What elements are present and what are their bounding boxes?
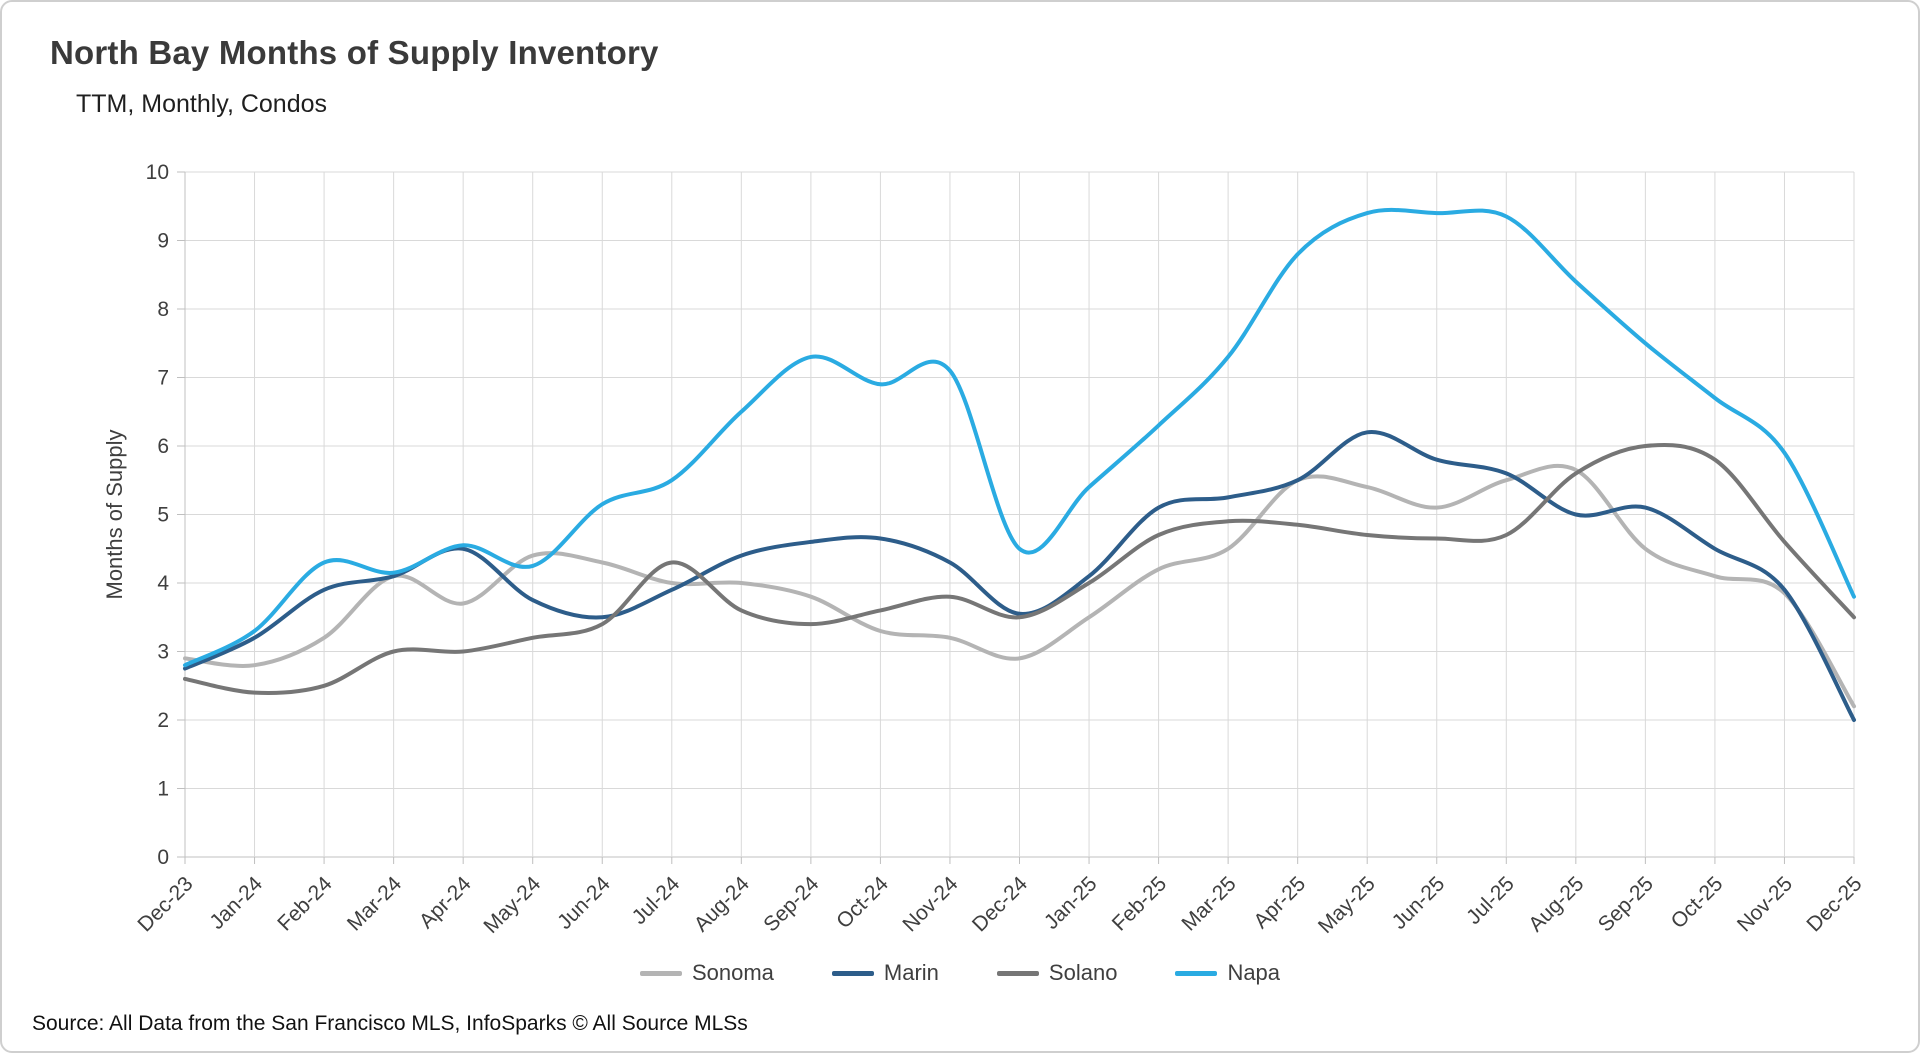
source-note: Source: All Data from the San Francisco …: [32, 1012, 748, 1035]
legend-item-solano: Solano: [996, 960, 1118, 986]
y-tick-label: 8: [157, 298, 169, 321]
legend-label: Solano: [1048, 960, 1118, 985]
x-tick-label: Dec-24: [968, 872, 1032, 936]
y-tick-label: 0: [157, 846, 169, 869]
series-line-sonoma: [183, 463, 1856, 709]
x-tick-label: Mar-24: [343, 872, 407, 936]
x-tick-label: Dec-25: [1802, 872, 1866, 936]
y-tick-label: 6: [157, 435, 169, 458]
x-tick-label: Jun-24: [553, 872, 615, 934]
y-tick-label: 2: [157, 709, 169, 732]
y-tick-label: 4: [157, 572, 169, 595]
x-tick-label: Mar-25: [1177, 872, 1240, 935]
x-tick-label: Jul-24: [628, 872, 685, 929]
y-tick-label: 9: [157, 230, 169, 253]
legend-label: Napa: [1227, 960, 1281, 985]
x-tick-label: Feb-24: [273, 872, 337, 936]
legend-item-napa: Napa: [1175, 960, 1280, 986]
legend-label: Marin: [883, 960, 939, 985]
chart-subtitle: TTM, Monthly, Condos: [76, 90, 328, 118]
x-tick-label: May-24: [479, 872, 545, 938]
x-tick-label: Jan-25: [1040, 872, 1102, 934]
legend-item-sonoma: Sonoma: [639, 960, 774, 986]
x-tick-label: Nov-24: [898, 872, 962, 936]
x-tick-label: Jan-24: [205, 872, 267, 934]
x-tick-label: Feb-25: [1108, 872, 1171, 935]
chart-title: North Bay Months of Supply Inventory: [50, 34, 659, 71]
x-tick-label: Dec-23: [133, 872, 197, 936]
x-tick-label: Aug-24: [690, 872, 754, 936]
x-tick-label: Jun-25: [1388, 872, 1450, 934]
legend-swatch: [831, 970, 874, 976]
series-line-napa: [183, 207, 1856, 668]
x-tick-label: Sep-25: [1594, 872, 1658, 936]
legend-item-marin: Marin: [831, 960, 939, 986]
y-tick-label: 5: [157, 504, 169, 527]
legend-swatch: [1175, 970, 1218, 976]
y-tick-label: 3: [157, 641, 169, 664]
x-tick-label: Oct-24: [832, 872, 893, 933]
legend-swatch: [639, 970, 682, 976]
y-axis-label: Months of Supply: [102, 430, 127, 600]
y-tick-label: 7: [157, 367, 169, 390]
chart-legend: Sonoma Marin Solano Napa: [2, 960, 1918, 986]
x-tick-label: Aug-25: [1524, 872, 1588, 936]
y-tick-label: 1: [157, 778, 169, 801]
x-tick-label: Jul-25: [1462, 872, 1519, 929]
x-tick-label: Nov-25: [1733, 872, 1797, 936]
legend-swatch: [996, 970, 1039, 976]
x-tick-label: Apr-25: [1249, 872, 1310, 933]
x-tick-label: Oct-25: [1667, 872, 1728, 933]
series-line-solano: [183, 442, 1856, 695]
x-tick-label: Apr-24: [415, 872, 476, 933]
x-tick-label: May-25: [1314, 872, 1380, 938]
x-tick-label: Sep-24: [759, 872, 823, 936]
y-tick-label: 10: [146, 161, 169, 184]
legend-label: Sonoma: [691, 960, 774, 985]
